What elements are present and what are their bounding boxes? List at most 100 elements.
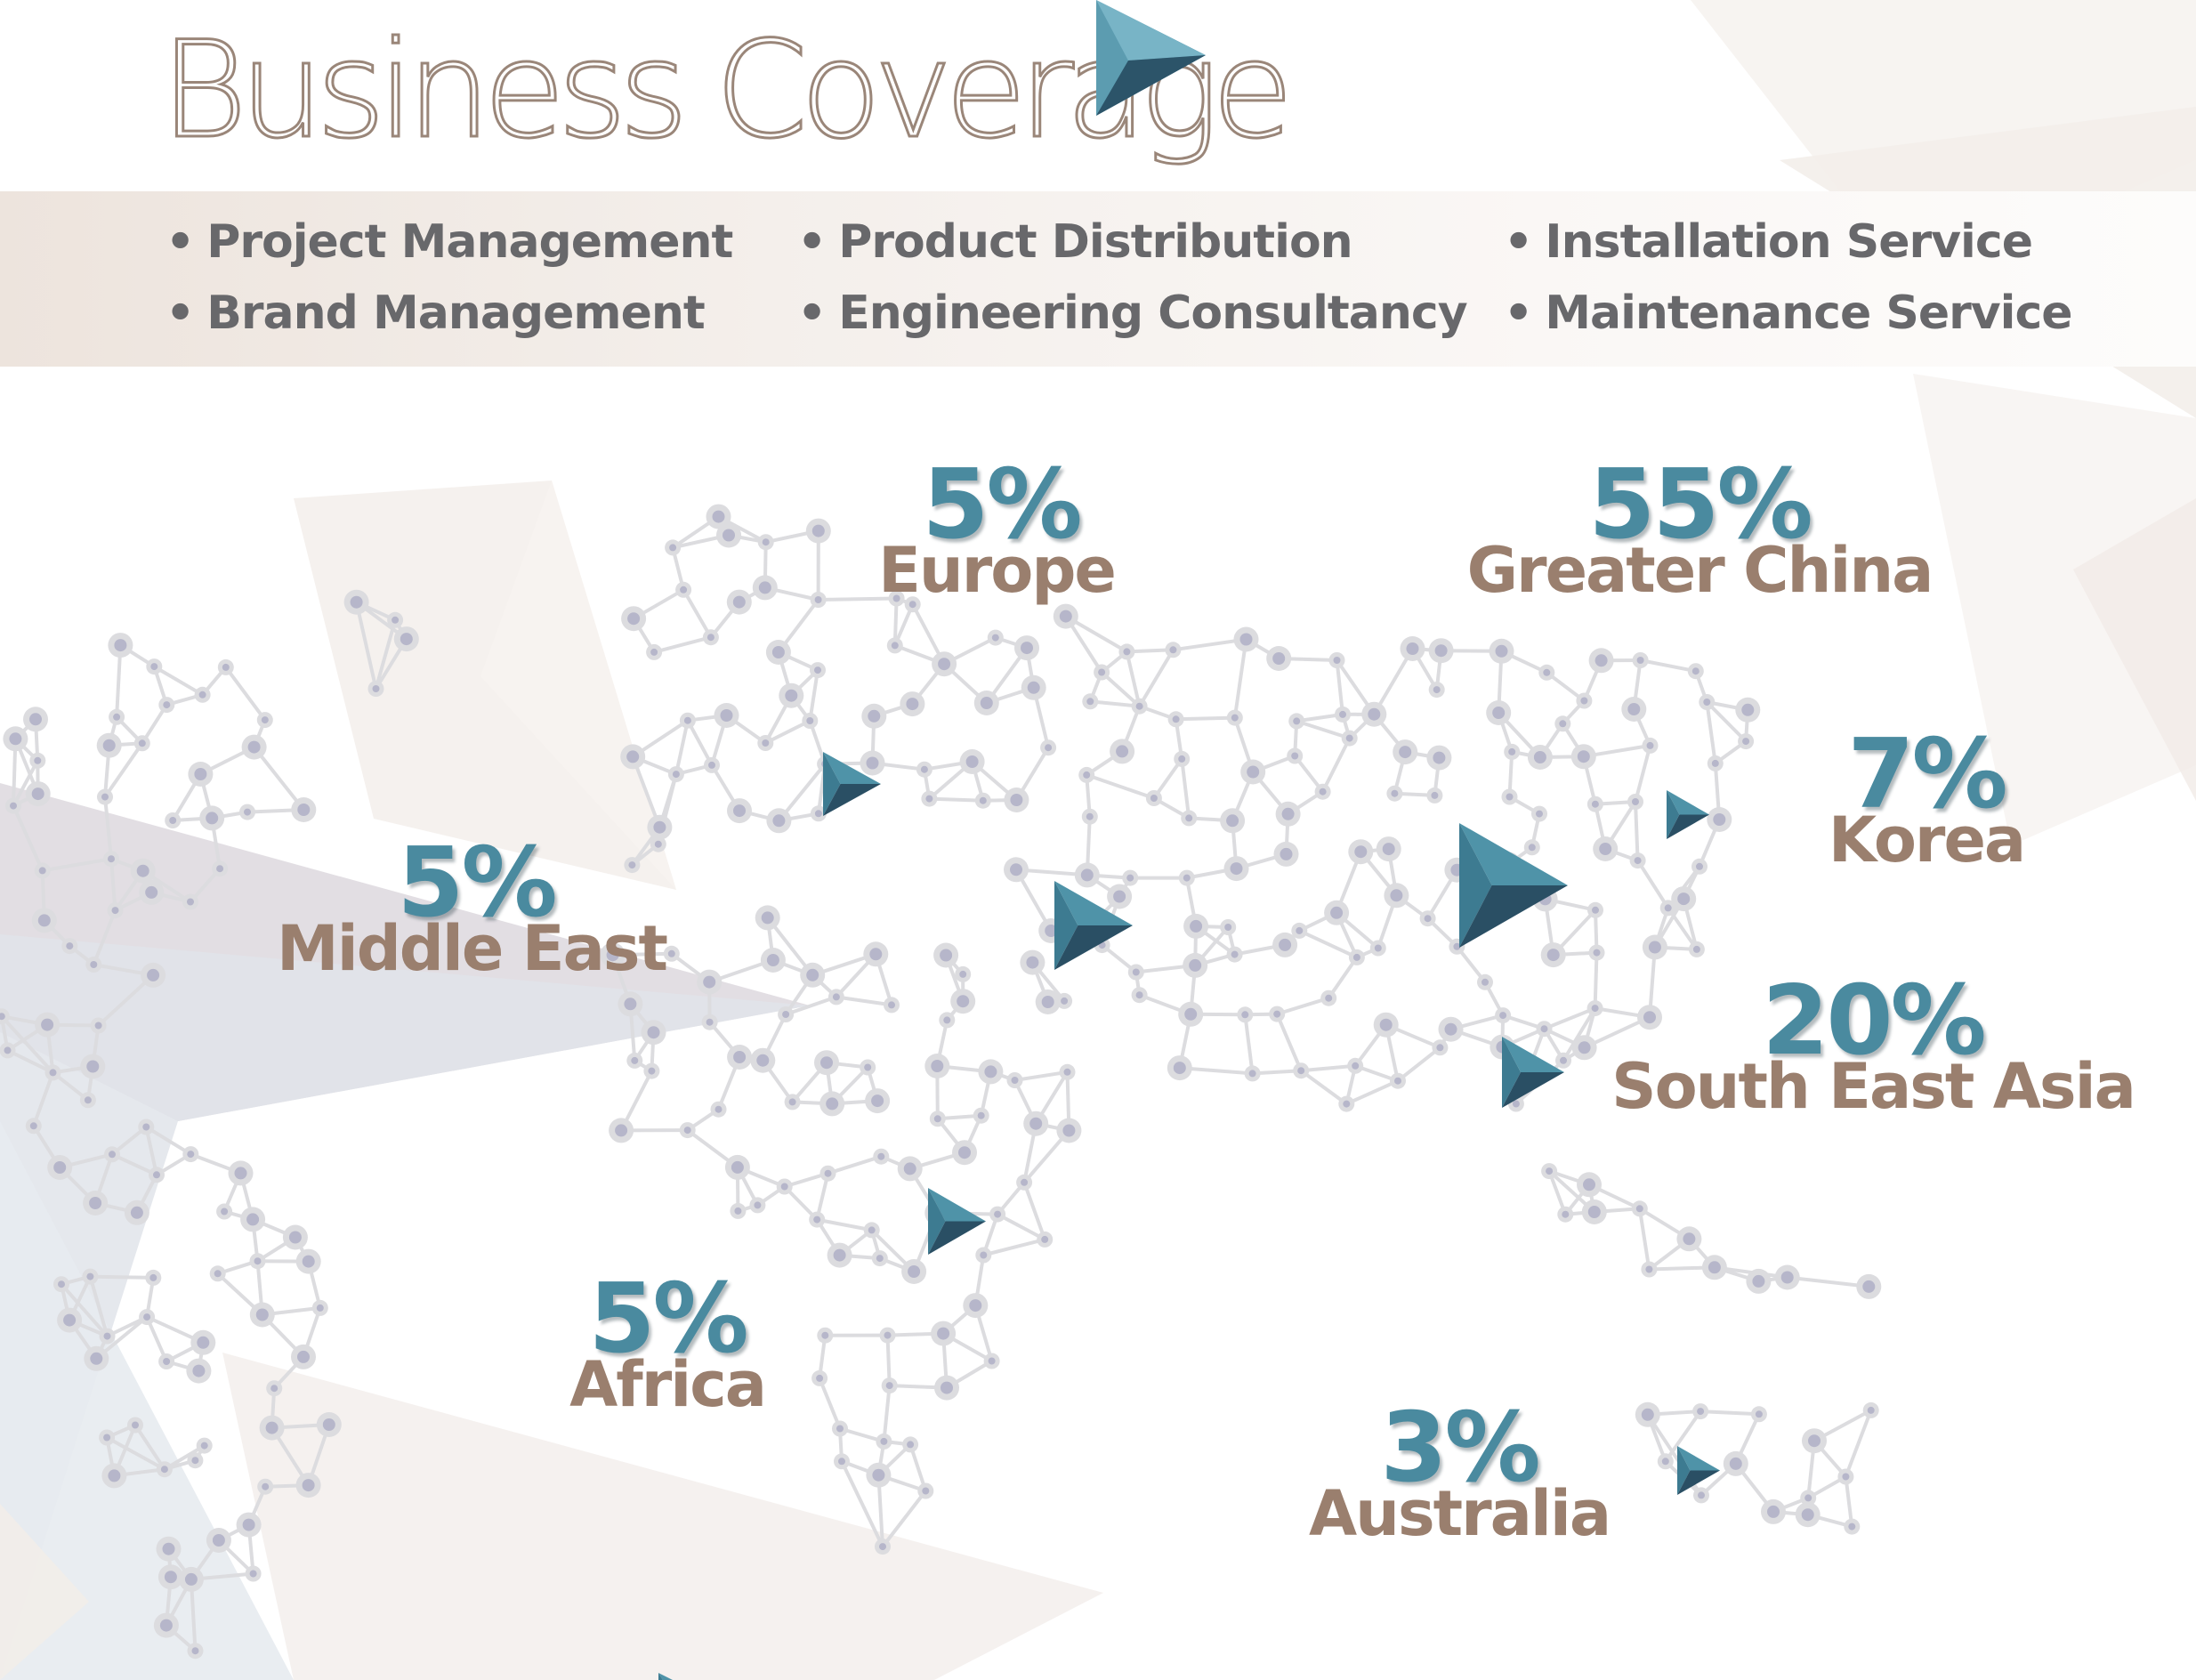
network-node: [886, 637, 903, 654]
network-node: [1746, 1268, 1772, 1294]
network-node: [84, 1345, 109, 1371]
network-node: [800, 962, 826, 988]
network-node: [1287, 747, 1304, 764]
greater-china-percent: 55%: [1588, 449, 1813, 561]
network-node: [1056, 992, 1073, 1009]
network-node: [752, 575, 778, 601]
network-node: [697, 969, 723, 995]
network-node: [1531, 805, 1547, 822]
network-node: [1774, 1264, 1800, 1290]
network-node: [124, 1199, 149, 1225]
network-node: [178, 1566, 204, 1592]
network-node: [621, 606, 647, 632]
network-node: [1642, 737, 1659, 754]
network-node: [624, 857, 641, 874]
network-link: [1125, 650, 1142, 707]
network-node: [104, 1146, 120, 1163]
network-node: [107, 902, 124, 919]
network-node: [675, 581, 692, 598]
network-node: [1432, 1039, 1449, 1056]
network-node: [875, 1539, 891, 1555]
network-link: [1562, 1007, 1597, 1062]
network-link: [1022, 1182, 1047, 1240]
network-node: [1576, 692, 1593, 709]
network-node: [1082, 693, 1099, 710]
network-node: [186, 1358, 212, 1384]
network-node: [978, 1059, 1004, 1085]
network-node: [1802, 1428, 1827, 1454]
network-node: [873, 1148, 890, 1165]
network-node: [809, 1211, 826, 1228]
middle-east-marker-icon: [1054, 881, 1133, 970]
network-node: [1014, 635, 1039, 661]
network-node: [871, 1250, 888, 1267]
network-node: [1536, 1021, 1553, 1038]
network-node: [1181, 810, 1198, 827]
network-node: [1428, 682, 1445, 699]
network-node: [245, 1565, 262, 1582]
network-link: [840, 1460, 884, 1547]
network-link: [1327, 956, 1359, 999]
network-node: [704, 756, 720, 773]
network-node: [257, 1478, 274, 1495]
bottom-edge-marker-icon: [658, 1673, 673, 1680]
network-node: [80, 1054, 106, 1079]
network-node: [182, 1146, 199, 1163]
network-node: [973, 1107, 989, 1124]
network-node: [0, 1008, 10, 1025]
network-node: [216, 1203, 233, 1220]
network-node: [900, 691, 925, 717]
network-node: [109, 708, 125, 725]
network-link: [982, 1237, 1046, 1257]
south-east-asia-marker-icon: [1502, 1037, 1564, 1108]
network-node: [1631, 1200, 1648, 1217]
network-node: [1272, 932, 1298, 957]
network-node: [85, 957, 102, 973]
network-link: [103, 742, 144, 798]
network-node: [1118, 643, 1135, 660]
korea-marker-icon: [1667, 790, 1709, 839]
network-node: [1237, 1006, 1254, 1023]
network-node: [1693, 1487, 1709, 1504]
network-node: [929, 1111, 946, 1127]
network-node: [199, 805, 225, 831]
service-installation: • Installation Service: [1504, 215, 2033, 269]
network-node: [706, 504, 731, 529]
network-node: [860, 750, 885, 776]
network-node: [760, 948, 786, 973]
network-node: [103, 851, 119, 868]
network-node: [1006, 1072, 1023, 1088]
network-link: [1014, 1070, 1068, 1082]
network-node: [0, 1042, 16, 1059]
network-node: [1293, 1062, 1310, 1079]
network-node: [31, 908, 57, 933]
network-node: [1273, 841, 1299, 867]
network-node: [1165, 642, 1182, 658]
network-link: [816, 1217, 873, 1232]
network-link: [1640, 658, 1697, 674]
network-node: [776, 1178, 793, 1195]
network-node: [1641, 1261, 1658, 1278]
network-node: [1110, 739, 1135, 764]
network-node: [924, 1054, 950, 1078]
network-node: [187, 1452, 204, 1469]
network-link: [1593, 952, 1599, 1009]
network-link: [374, 619, 398, 690]
network-link: [1396, 1046, 1441, 1083]
network-node: [206, 1528, 231, 1553]
network-node: [975, 1247, 992, 1264]
network-node: [888, 590, 905, 607]
network-link: [12, 804, 44, 872]
network-node: [187, 1643, 204, 1660]
network-node: [311, 1299, 328, 1316]
network-link: [1152, 757, 1183, 800]
network-node: [1275, 801, 1301, 827]
network-node: [1486, 700, 1512, 725]
network-link: [827, 1154, 882, 1175]
europe-label: Europe: [878, 534, 1117, 607]
network-node: [153, 1612, 179, 1638]
network-node: [188, 762, 214, 787]
network-link: [1086, 773, 1155, 800]
network-node: [730, 1202, 747, 1219]
network-link: [88, 1276, 109, 1337]
